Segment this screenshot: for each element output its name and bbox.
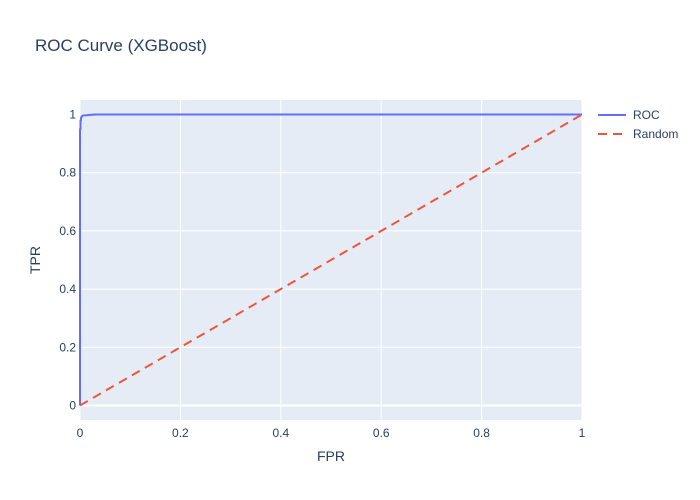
legend-item-random[interactable]: Random — [598, 127, 678, 141]
grid-lines — [79, 100, 583, 420]
legend-label: Random — [633, 127, 678, 141]
y-tick-label: 0 — [69, 398, 76, 412]
series-layer — [79, 113, 583, 407]
x-tick-label: 0.8 — [473, 426, 490, 440]
x-tick-label: 1 — [579, 426, 586, 440]
y-tick-label: 0.4 — [59, 282, 76, 296]
y-tick-label: 0.6 — [59, 224, 76, 238]
x-tick-label: 0.6 — [373, 426, 390, 440]
x-axis-ticks: 0 0.2 0.4 0.6 0.8 1 — [77, 426, 586, 440]
y-axis-label: TPR — [27, 246, 43, 274]
series-line-roc — [79, 113, 582, 406]
legend-label: ROC — [633, 108, 660, 122]
x-tick-label: 0.4 — [272, 426, 289, 440]
legend[interactable]: ROC Random — [598, 108, 678, 141]
series-line-random — [79, 113, 583, 407]
y-axis-ticks: 0 0.2 0.4 0.6 0.8 1 — [59, 108, 76, 413]
x-axis-label: FPR — [317, 448, 345, 464]
y-tick-label: 0.2 — [59, 340, 76, 354]
chart-title: ROC Curve (XGBoost) — [35, 36, 207, 55]
y-tick-label: 0.8 — [59, 166, 76, 180]
y-tick-label: 1 — [69, 108, 76, 122]
x-tick-label: 0.2 — [172, 426, 189, 440]
x-tick-label: 0 — [77, 426, 84, 440]
legend-item-roc[interactable]: ROC — [598, 108, 660, 122]
